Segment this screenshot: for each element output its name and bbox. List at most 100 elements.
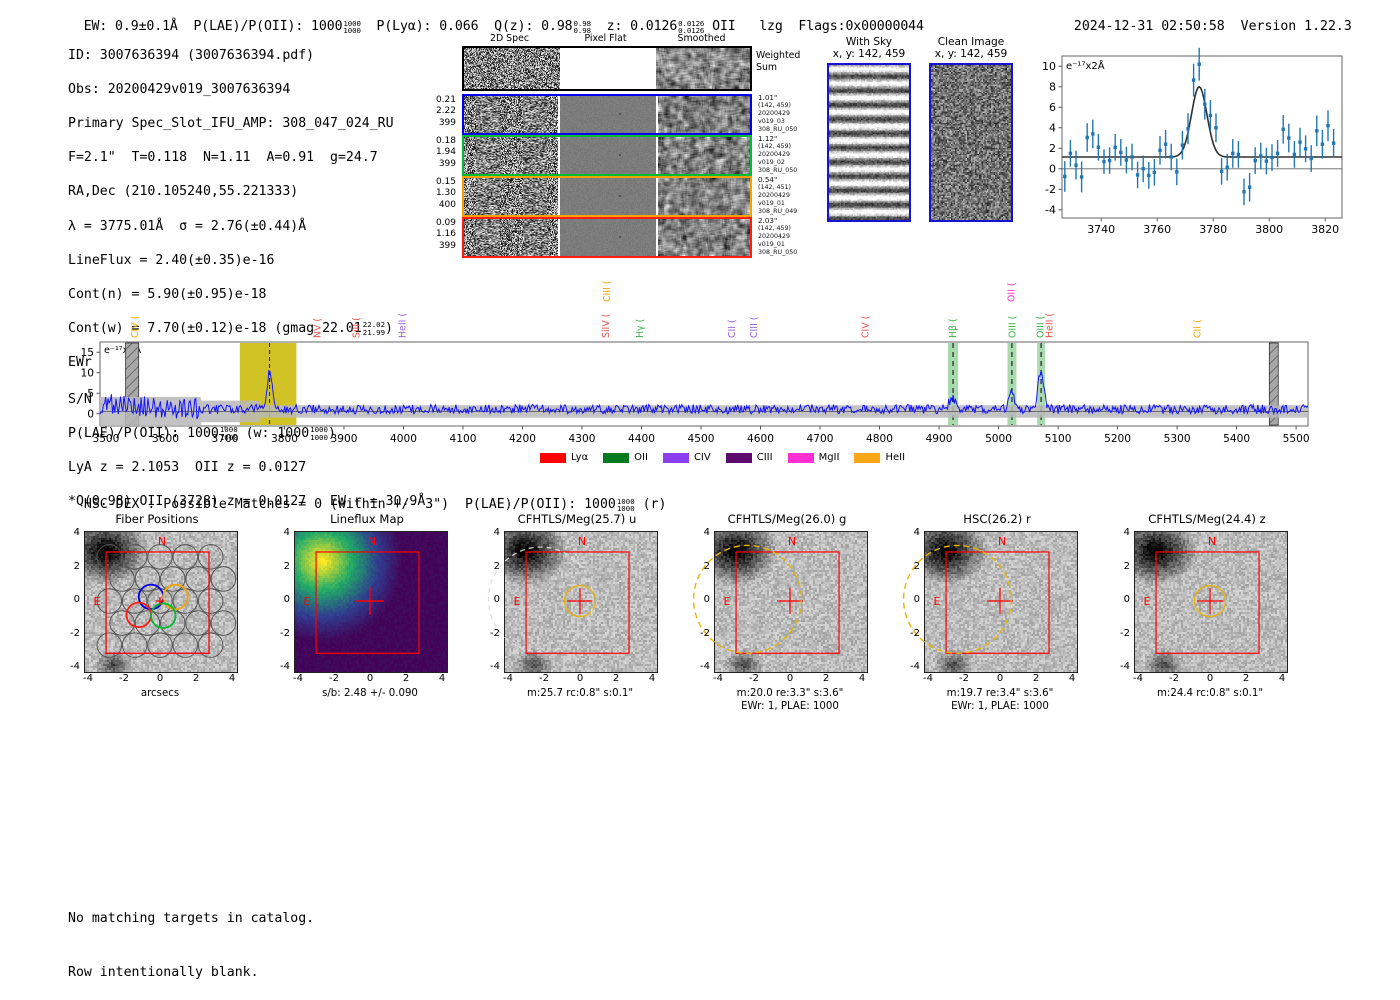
spectrum-ytick: 15 xyxy=(81,347,94,359)
legend-item: CIII xyxy=(725,452,773,463)
compass-north: N xyxy=(368,535,376,548)
hsc-dex-matches-line: HSC-DEX : Possible Matches = 0 (within +… xyxy=(83,496,667,514)
full-spectrum-plot: CIV (NV (SiII (HeII (CIII (SiIV (Hγ (CII… xyxy=(60,276,1340,451)
spectrum-xtick: 5000 xyxy=(985,433,1012,445)
cutout-ytick: 0 xyxy=(73,594,80,605)
bottom-note-line2: Row intentionally blank. xyxy=(68,965,259,980)
clean-image-title: Clean Image xyxy=(937,36,1005,48)
cutout-ytick: 4 xyxy=(73,527,80,538)
cutout-caption: m:25.7 rc:0.8" s:0.1" xyxy=(526,688,634,699)
legend-label: MgII xyxy=(818,452,840,463)
compass-east: E xyxy=(724,595,731,608)
cutout-xtick: -4 xyxy=(503,673,513,684)
header-qz: Q(z): 0.98 xyxy=(494,19,573,34)
cutout-xtick: -4 xyxy=(1133,673,1143,684)
cutout-ytick: 0 xyxy=(703,594,710,605)
spec2d-title-2dspec: 2D Spec xyxy=(490,33,529,44)
legend-item: OII xyxy=(603,452,648,463)
cutout-xtick: -2 xyxy=(959,673,969,684)
fiber-row-image xyxy=(462,135,752,176)
cutout-xtick: 4 xyxy=(228,673,236,684)
spectrum-xtick: 4000 xyxy=(390,433,417,445)
cutout-title: CFHTLS/Meg(25.7) u xyxy=(517,512,637,526)
fit-xtick: 3820 xyxy=(1311,223,1339,236)
fiber-row-meta: 1.01" (142, 459) 20200429 v019_03 308_RU_050 xyxy=(758,93,798,134)
cutout-xtick: 4 xyxy=(1278,673,1286,684)
cutout-panel: HSC(26.2) r N E -4 4 -2 2 0 0 2 -2 4 -4 m:19.7 re:3.4… xyxy=(892,512,1102,713)
fit-ytick: 2 xyxy=(1049,142,1056,155)
cutout-image[interactable] xyxy=(924,531,1078,673)
cutout-xtick: -2 xyxy=(119,673,129,684)
legend-item: Lyα xyxy=(540,452,588,463)
cutout-image[interactable] xyxy=(714,531,868,673)
cutout-image[interactable] xyxy=(294,531,448,673)
emission-line-fit-plot: e⁻¹⁷x2Å 3740 3760 3780 3800 3820 -4 -2 0 2 4 6 8 10 xyxy=(1030,47,1350,253)
spectrum-xtick: 4900 xyxy=(926,433,953,445)
field-box xyxy=(735,551,840,654)
cutout-image[interactable] xyxy=(504,531,658,673)
cutout-xtick: 2 xyxy=(1242,673,1250,684)
cutout-xtick: 4 xyxy=(858,673,866,684)
spectrum-line-label: CIII ( xyxy=(749,317,760,338)
fiber-row-values: 0.15 1.30 400 xyxy=(435,177,456,210)
fiber-row-values: 0.21 2.22 399 xyxy=(435,95,456,128)
spectrum-line-label: CIV ( xyxy=(130,316,141,338)
info-best-solution: *Q(0.98) OII (3728) z = 0.0127 EW r = 30… xyxy=(68,494,426,510)
spectrum-trace xyxy=(99,369,1309,420)
cutout-caption: m:20.0 re:3.3" s:3.6" xyxy=(736,688,844,699)
cutout-image[interactable] xyxy=(84,531,238,673)
clean-image-subtitle: x, y: 142, 459 xyxy=(934,48,1008,60)
aperture-circle xyxy=(1193,584,1227,618)
info-primary-spec: Primary Spec_Slot_IFU_AMP: 308_047_024_R… xyxy=(68,116,394,132)
compass-east: E xyxy=(1144,595,1151,608)
legend-item: HeII xyxy=(854,452,905,463)
cutout-ytick: 4 xyxy=(913,527,920,538)
fit-ytick: -4 xyxy=(1045,203,1056,216)
cutout-panel: Fiber Positions N E -4 4 -2 2 0 0 2 -2 4 -4 arcsecs xyxy=(52,512,262,700)
spectrum-ytick: 0 xyxy=(87,408,94,420)
fiber-row-meta: 0.54" (142, 451) 20200429 v019_01 308_RU_049 xyxy=(758,175,798,216)
legend-swatch xyxy=(787,452,814,463)
cutout-caption: arcsecs xyxy=(140,688,180,699)
header-plae-range: 1000 1000 xyxy=(343,18,361,36)
cutout-xtick: -2 xyxy=(329,673,339,684)
header-z: z: 0.0126 xyxy=(606,19,678,34)
header-ew: EW: 0.9±0.1Å xyxy=(83,19,178,34)
legend-swatch xyxy=(662,452,689,463)
info-seeing: F=2.1" T=0.118 N=1.11 A=0.91 g=24.7 xyxy=(68,150,378,166)
spectrum-line-label: CII ( xyxy=(727,319,738,338)
cutout-xtick: 2 xyxy=(192,673,200,684)
cutout-ytick: 2 xyxy=(1123,560,1130,572)
aperture-ellipse xyxy=(902,544,1013,655)
spec2d-title-pixelflat: Pixel Flat xyxy=(584,33,627,44)
spectrum-line-label: NV ( xyxy=(313,318,324,338)
fit-ytick: 6 xyxy=(1049,101,1056,114)
cutout-panel: CFHTLS/Meg(26.0) g N E -4 4 -2 2 0 0 2 -2 4 -4 m:20.0… xyxy=(682,512,892,713)
cutout-panel: CFHTLS/Meg(24.4) z N E -4 4 -2 2 0 0 2 -2 4 -4 m:24.4… xyxy=(1102,512,1312,700)
legend-swatch xyxy=(603,452,630,463)
cutout-ytick: -4 xyxy=(280,661,290,672)
header-flag-code: lzg xyxy=(759,19,783,34)
cutout-ytick: -2 xyxy=(280,627,290,639)
spec2d-column-titles: 2D Spec Pixel Flat Smoothed xyxy=(462,33,752,46)
aperture-circle xyxy=(563,584,597,618)
cutout-xtick: 2 xyxy=(612,673,620,684)
compass-north: N xyxy=(578,535,586,548)
cutout-ytick: -2 xyxy=(70,627,80,639)
spectrum-xtick: 4200 xyxy=(509,433,536,445)
clean-image-panel: Clean Image x, y: 142, 459 xyxy=(925,36,1017,222)
fit-data-points xyxy=(1063,47,1336,206)
fit-ytick: 10 xyxy=(1042,60,1056,73)
fiber-row-meta: 1.12" (142, 459) 20200429 v019_02 308_RU_050 xyxy=(758,134,798,175)
cutout-xtick: -4 xyxy=(923,673,933,684)
legend-label: Lyα xyxy=(571,452,589,463)
header-qz-range: 0.98 0.98 xyxy=(573,18,592,36)
field-box xyxy=(105,551,210,654)
spectrum-xtick: 4400 xyxy=(628,433,655,445)
header-plae-label: P(LAE)/P(OII): 1000 xyxy=(193,19,343,34)
cutout-xtick: 2 xyxy=(1032,673,1040,684)
spectrum-line-label: HeII ( xyxy=(1045,313,1056,338)
cutout-image[interactable] xyxy=(1134,531,1288,673)
with-sky-panel: With Sky x, y: 142, 459 xyxy=(823,36,915,222)
info-cont-n: Cont(n) = 5.90(±0.95)e-18 xyxy=(68,286,267,302)
